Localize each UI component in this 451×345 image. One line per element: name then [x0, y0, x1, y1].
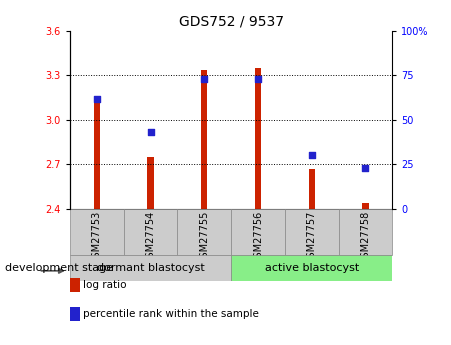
- Point: [93, 96, 101, 101]
- Bar: [70, 255, 231, 281]
- Bar: [177, 209, 231, 255]
- Point: [201, 76, 208, 82]
- Bar: [231, 209, 285, 255]
- Bar: [124, 209, 177, 255]
- Bar: [362, 203, 369, 209]
- Point: [362, 165, 369, 171]
- Bar: [308, 169, 315, 209]
- Title: GDS752 / 9537: GDS752 / 9537: [179, 14, 284, 29]
- Bar: [231, 255, 392, 281]
- Text: active blastocyst: active blastocyst: [265, 263, 359, 273]
- Point: [308, 152, 315, 158]
- Text: GSM27755: GSM27755: [199, 211, 209, 264]
- Bar: [147, 157, 154, 209]
- Bar: [285, 209, 339, 255]
- Bar: [70, 209, 124, 255]
- Bar: [339, 209, 392, 255]
- Text: GSM27758: GSM27758: [360, 211, 371, 264]
- Text: GSM27754: GSM27754: [146, 211, 156, 264]
- Bar: [255, 68, 261, 209]
- Point: [254, 76, 262, 82]
- Bar: [201, 70, 207, 209]
- Text: GSM27753: GSM27753: [92, 211, 102, 264]
- Point: [147, 130, 154, 135]
- Text: development stage: development stage: [5, 264, 113, 273]
- Text: dormant blastocyst: dormant blastocyst: [97, 263, 204, 273]
- Text: log ratio: log ratio: [83, 280, 126, 289]
- Text: GSM27756: GSM27756: [253, 211, 263, 264]
- Bar: [93, 99, 100, 209]
- Text: GSM27757: GSM27757: [307, 211, 317, 264]
- Text: percentile rank within the sample: percentile rank within the sample: [83, 309, 258, 319]
